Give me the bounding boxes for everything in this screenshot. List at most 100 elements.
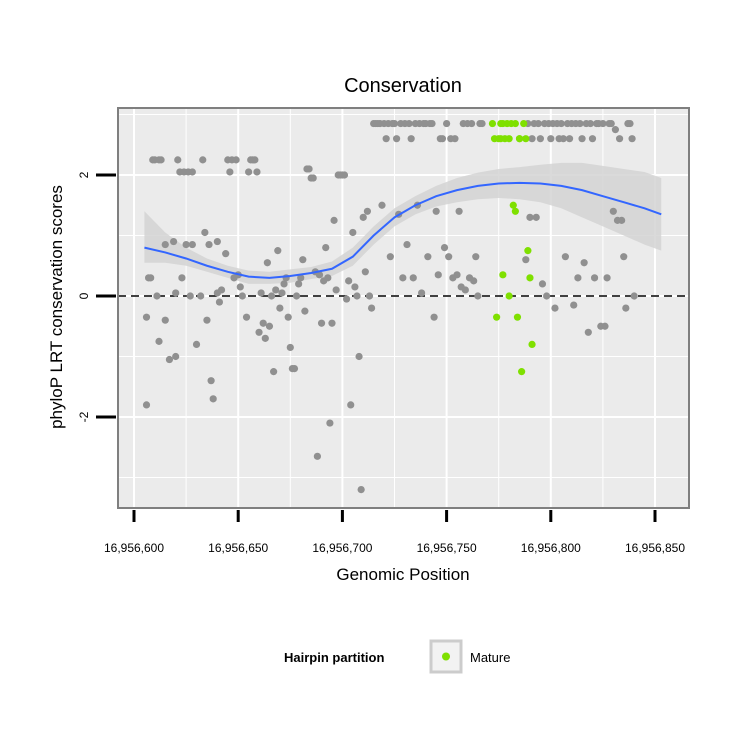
legend: Hairpin partition Mature — [284, 639, 510, 674]
other-point — [526, 213, 534, 221]
other-point — [578, 135, 586, 143]
other-point — [622, 304, 630, 312]
other-point — [161, 316, 169, 324]
other-point — [365, 292, 374, 300]
other-point — [630, 292, 638, 300]
other-point — [142, 313, 151, 321]
other-point — [205, 240, 213, 249]
other-point — [461, 286, 469, 294]
other-point — [226, 168, 234, 176]
other-point — [186, 292, 194, 300]
other-point — [322, 244, 330, 252]
other-point — [603, 274, 611, 282]
other-point — [434, 271, 442, 279]
other-point — [207, 377, 215, 385]
other-point — [265, 322, 274, 330]
mature-point — [520, 119, 528, 128]
other-point — [301, 307, 309, 315]
other-point — [551, 304, 559, 312]
other-point — [574, 274, 582, 282]
other-point — [565, 135, 574, 143]
other-point — [547, 135, 555, 143]
other-point — [309, 174, 317, 182]
other-point — [576, 119, 584, 128]
mature-point — [505, 292, 513, 300]
other-point — [203, 316, 211, 324]
other-point — [201, 228, 209, 237]
other-point — [424, 253, 432, 261]
mature-point — [524, 247, 532, 255]
other-point — [407, 135, 415, 143]
other-point — [543, 292, 551, 300]
other-point — [342, 295, 351, 303]
other-point — [188, 240, 196, 249]
other-point — [290, 365, 299, 373]
other-point — [340, 171, 349, 179]
other-point — [315, 271, 324, 279]
mature-point — [497, 135, 505, 143]
other-point — [317, 319, 326, 327]
y-tick-label: -2 — [77, 411, 91, 422]
other-point — [324, 274, 332, 282]
other-point — [559, 135, 567, 143]
other-point — [586, 119, 594, 128]
mature-point — [515, 135, 524, 143]
other-point — [588, 135, 597, 143]
other-point — [363, 207, 372, 215]
other-point — [286, 343, 294, 352]
series-mature — [488, 119, 536, 376]
other-point — [257, 289, 265, 297]
other-point — [607, 119, 615, 128]
plot-panel — [117, 107, 690, 509]
other-point — [455, 207, 463, 215]
other-point — [192, 340, 201, 348]
other-point — [209, 395, 217, 403]
other-point — [409, 274, 417, 282]
mature-point — [518, 368, 526, 376]
other-point — [451, 135, 459, 143]
other-point — [217, 286, 226, 294]
other-point — [386, 253, 394, 261]
other-point — [620, 253, 628, 261]
other-point — [147, 274, 155, 282]
mature-point — [493, 313, 501, 321]
y-tick-label: 2 — [77, 171, 91, 178]
mature-point — [511, 119, 519, 128]
x-tick-label: 16,956,650 — [208, 541, 268, 555]
other-point — [197, 292, 205, 300]
other-point — [255, 328, 263, 336]
other-point — [367, 304, 376, 312]
other-point — [532, 213, 540, 221]
chart-title: Conservation — [344, 75, 462, 97]
x-tick-label: 16,956,600 — [104, 541, 164, 555]
other-point — [349, 228, 357, 237]
other-point — [238, 292, 246, 300]
other-point — [161, 240, 169, 249]
other-point — [536, 135, 544, 143]
other-point — [274, 247, 282, 255]
other-point — [609, 207, 617, 215]
legend-label-mature: Mature — [470, 650, 510, 665]
other-point — [618, 216, 626, 224]
other-point — [378, 201, 386, 209]
other-point — [267, 292, 276, 300]
mature-point — [513, 313, 522, 321]
panel-border — [117, 107, 690, 509]
other-point — [557, 119, 565, 128]
confidence-ribbon — [144, 162, 662, 284]
other-point — [359, 213, 367, 221]
other-point — [357, 486, 365, 494]
other-point — [278, 289, 286, 297]
other-point — [430, 313, 438, 321]
other-point — [245, 168, 253, 176]
other-point — [222, 250, 230, 258]
other-point — [392, 135, 401, 143]
other-point — [538, 280, 547, 288]
other-point — [561, 253, 569, 261]
other-point — [332, 286, 340, 294]
other-point — [399, 274, 407, 282]
other-point — [472, 253, 480, 261]
other-point — [169, 237, 178, 246]
other-point — [361, 268, 369, 276]
